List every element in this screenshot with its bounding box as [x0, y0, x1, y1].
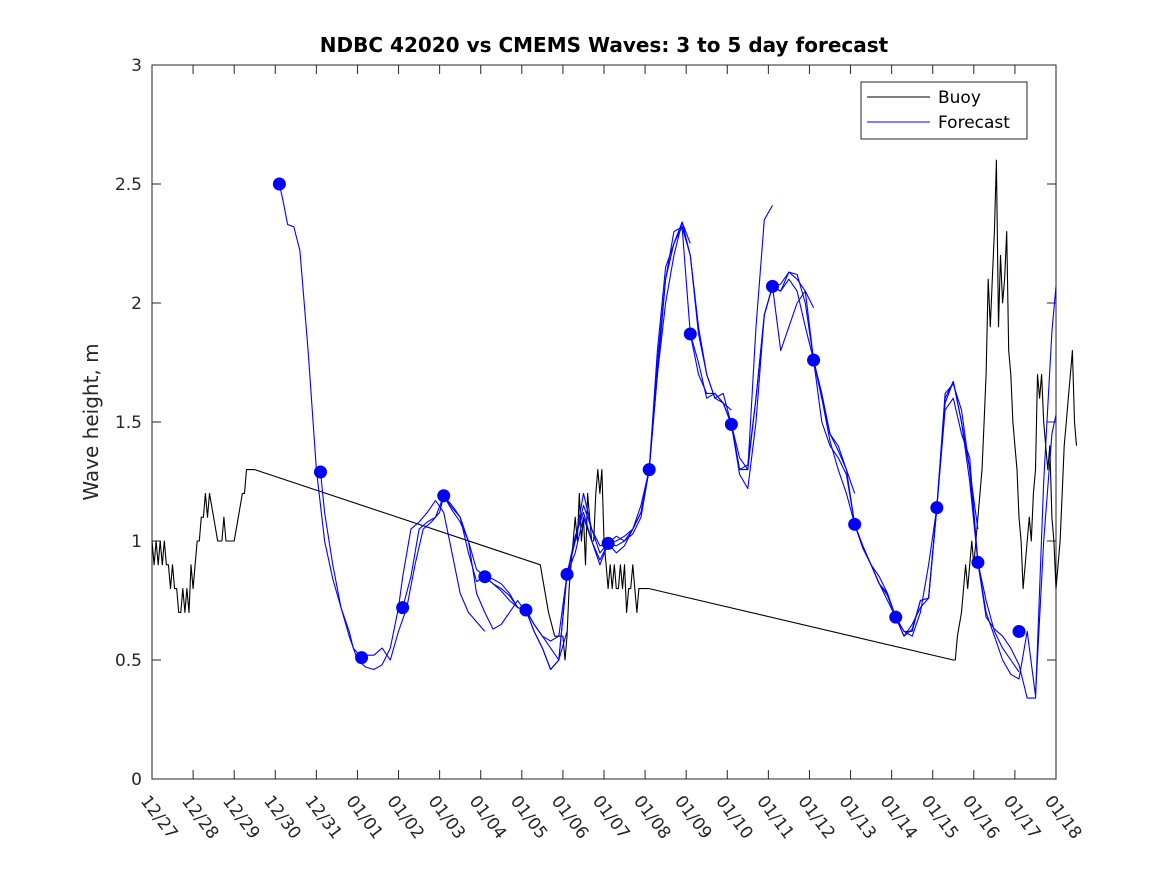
forecast-start-marker [1012, 624, 1026, 638]
legend-forecast-label: Forecast [938, 113, 1010, 133]
forecast-series-line [361, 495, 527, 661]
y-tick-label: 1.5 [115, 413, 142, 433]
legend: Buoy Forecast [860, 81, 1028, 140]
y-tick-label: 2 [131, 294, 142, 314]
forecast-start-marker [724, 417, 738, 431]
y-tick-label: 1 [131, 532, 142, 552]
forecast-start-marker [807, 353, 821, 367]
y-tick-label: 0 [131, 770, 142, 790]
forecast-start-marker [560, 567, 574, 581]
forecast-start-marker [313, 465, 327, 479]
forecast-start-marker [272, 177, 286, 191]
forecast-start-marker [478, 570, 492, 584]
forecast-series-line [319, 471, 486, 671]
forecast-start-marker [437, 489, 451, 503]
y-tick-label: 2.5 [115, 175, 142, 195]
forecast-start-marker [601, 536, 615, 550]
forecast-start-marker [971, 555, 985, 569]
y-axis-label: Wave height, m [79, 343, 103, 500]
y-tick-label: 0.5 [115, 651, 142, 671]
forecast-start-marker [642, 463, 656, 477]
y-tick-label: 3 [131, 56, 142, 76]
forecast-start-marker [683, 327, 697, 341]
forecast-start-marker [765, 279, 779, 293]
forecast-start-marker [889, 610, 903, 624]
forecast-start-marker [519, 603, 533, 617]
legend-box [860, 81, 1028, 140]
forecast-series-line [607, 205, 773, 547]
forecast-start-marker [848, 517, 862, 531]
forecast-series-line [936, 286, 1057, 699]
legend-buoy-label: Buoy [938, 88, 981, 108]
forecast-start-marker [396, 601, 410, 615]
forecast-start-marker [355, 651, 369, 665]
forecast-start-marker [930, 501, 944, 515]
buoy-series-line [151, 159, 1078, 661]
chart-title: NDBC 42020 vs CMEMS Waves: 3 to 5 day fo… [320, 33, 889, 57]
